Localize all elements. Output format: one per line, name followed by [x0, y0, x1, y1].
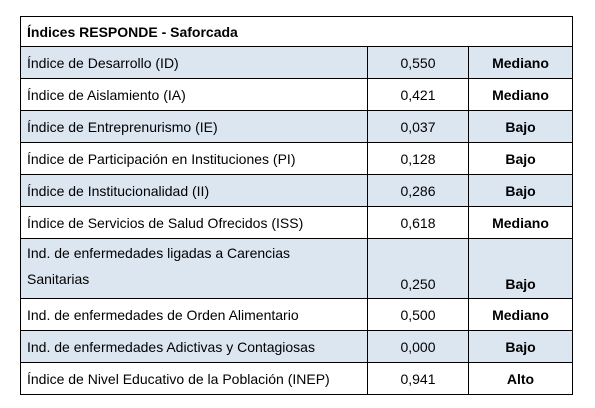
index-value: 0,500 [400, 306, 436, 323]
index-level-cell: Bajo [468, 174, 573, 207]
index-value: 0,421 [400, 86, 436, 103]
index-level: Bajo [505, 276, 536, 292]
table-title: Índices RESPONDE - Saforcada [20, 16, 573, 47]
header-row: Índices RESPONDE - Saforcada [20, 16, 573, 47]
index-value: 0,941 [400, 370, 436, 387]
index-level-cell: Bajo [468, 238, 573, 299]
index-name-cell: Índice de Servicios de Salud Ofrecidos (… [20, 206, 368, 239]
index-name: Ind. de enfermedades ligadas a Carencias… [27, 245, 291, 287]
index-value: 0,618 [400, 214, 436, 231]
index-name: Ind. de enfermedades de Orden Alimentari… [27, 306, 299, 323]
table-row: Índice de Nivel Educativo de la Població… [20, 362, 573, 395]
index-level-cell: Mediano [468, 78, 573, 111]
index-name: Índice de Institucionalidad (II) [27, 182, 210, 199]
table-row: Índice de Aislamiento (IA) 0,421 Mediano [20, 78, 573, 111]
index-level: Mediano [492, 86, 549, 103]
index-value: 0,550 [400, 54, 436, 71]
index-value: 0,037 [400, 118, 436, 135]
table-row: Ind. de enfermedades de Orden Alimentari… [20, 298, 573, 331]
indices-table: Índices RESPONDE - Saforcada Índice de D… [20, 16, 573, 395]
index-level-cell: Bajo [468, 330, 573, 363]
index-name: Índice de Nivel Educativo de la Població… [27, 370, 330, 387]
index-value: 0,000 [400, 338, 436, 355]
table-row: Índice de Desarrollo (ID) 0,550 Mediano [20, 46, 573, 79]
index-level-cell: Mediano [468, 46, 573, 79]
index-level: Mediano [492, 54, 549, 71]
table-row: Ind. de enfermedades ligadas a Carencias… [20, 238, 573, 299]
table-row: Índice de Servicios de Salud Ofrecidos (… [20, 206, 573, 239]
table-row: Índice de Institucionalidad (II) 0,286 Baj… [20, 174, 573, 207]
index-name-cell: Índice de Entreprenurismo (IE) [20, 110, 368, 143]
index-name-cell: Índice de Institucionalidad (II) [20, 174, 368, 207]
index-name: Índice de Entreprenurismo (IE) [27, 118, 218, 135]
index-level-cell: Mediano [468, 298, 573, 331]
table-row: Ind. de enfermedades Adictivas y Contagi… [20, 330, 573, 363]
index-level-cell: Mediano [468, 206, 573, 239]
index-name-cell: Ind. de enfermedades ligadas a Carencias… [20, 238, 368, 299]
index-level: Mediano [492, 214, 549, 231]
index-value-cell: 0,286 [367, 174, 469, 207]
table-row: Índice de Participación en Instituciones… [20, 142, 573, 175]
index-value-cell: 0,421 [367, 78, 469, 111]
index-value: 0,250 [400, 276, 436, 292]
index-level: Bajo [505, 118, 536, 135]
index-level: Mediano [492, 306, 549, 323]
index-level: Bajo [505, 150, 536, 167]
index-value-cell: 0,037 [367, 110, 469, 143]
index-name-cell: Ind. de enfermedades de Orden Alimentari… [20, 298, 368, 331]
index-level-cell: Bajo [468, 142, 573, 175]
index-name: Índice de Aislamiento (IA) [27, 86, 186, 103]
index-level-cell: Bajo [468, 110, 573, 143]
index-name: Índice de Desarrollo (ID) [27, 54, 179, 71]
index-value-cell: 0,618 [367, 206, 469, 239]
index-value-cell: 0,000 [367, 330, 469, 363]
index-value: 0,286 [400, 182, 436, 199]
table-row: Índice de Entreprenurismo (IE) 0,037 Bajo [20, 110, 573, 143]
index-value-cell: 0,941 [367, 362, 469, 395]
index-name-cell: Índice de Desarrollo (ID) [20, 46, 368, 79]
index-level-cell: Alto [468, 362, 573, 395]
index-name-cell: Índice de Participación en Instituciones… [20, 142, 368, 175]
index-level: Alto [506, 370, 535, 387]
index-value-cell: 0,500 [367, 298, 469, 331]
index-name: Índice de Participación en Instituciones… [27, 150, 296, 167]
index-value-cell: 0,250 [367, 238, 469, 299]
index-value-cell: 0,128 [367, 142, 469, 175]
index-name: Índice de Servicios de Salud Ofrecidos (… [27, 214, 304, 231]
index-value-cell: 0,550 [367, 46, 469, 79]
index-name-cell: Ind. de enfermedades Adictivas y Contagi… [20, 330, 368, 363]
index-name-cell: Índice de Aislamiento (IA) [20, 78, 368, 111]
index-level: Bajo [505, 182, 536, 199]
index-level: Bajo [505, 338, 536, 355]
index-name-cell: Índice de Nivel Educativo de la Població… [20, 362, 368, 395]
index-name: Ind. de enfermedades Adictivas y Contagi… [27, 338, 315, 355]
index-value: 0,128 [400, 150, 436, 167]
